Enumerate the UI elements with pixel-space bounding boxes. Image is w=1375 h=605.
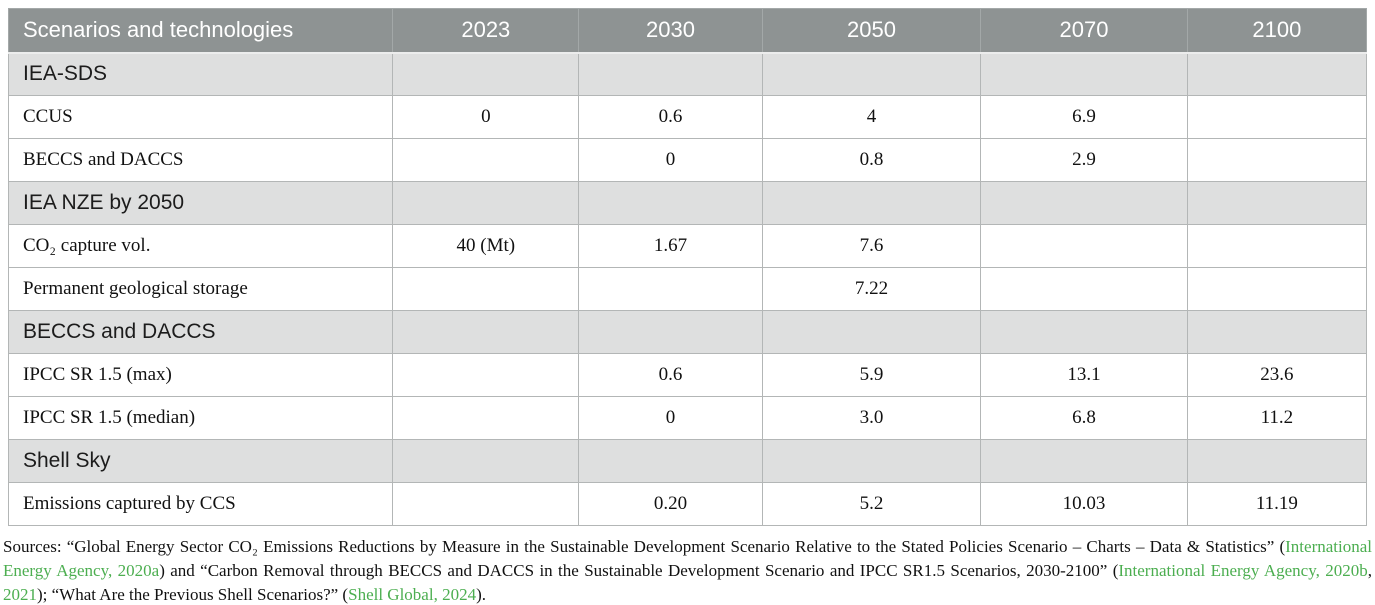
- footer-text: Sources: “Global Energy Sector CO₂ Emiss…: [3, 537, 1286, 556]
- value-cell: [578, 267, 763, 311]
- value-cell: 11.2: [1186, 396, 1368, 440]
- footer-text: ,: [1367, 561, 1372, 580]
- value-cell: 11.19: [1186, 482, 1368, 526]
- row-label: IPCC SR 1.5 (max): [7, 353, 394, 397]
- value-cell: 13.1: [980, 353, 1188, 397]
- value-cell: 0.8: [761, 138, 982, 182]
- value-cell: [1186, 181, 1368, 225]
- row-label: CO₂ capture vol.: [7, 224, 394, 268]
- row-label: BECCS and DACCS: [7, 138, 394, 182]
- value-cell: 7.22: [761, 267, 982, 311]
- value-cell: [578, 52, 763, 96]
- citation-link[interactable]: International Energy Agency, 2020b: [1118, 561, 1368, 580]
- header-year-2030: 2030: [578, 8, 763, 54]
- data-row: IPCC SR 1.5 (max) 0.6 5.9 13.1 23.6: [7, 353, 1368, 397]
- row-label: CCUS: [7, 95, 394, 139]
- header-year-2050: 2050: [761, 8, 982, 54]
- value-cell: 5.2: [761, 482, 982, 526]
- section-label: IEA NZE by 2050: [7, 181, 394, 225]
- sources-paragraph: Sources: “Global Energy Sector CO₂ Emiss…: [3, 535, 1372, 605]
- value-cell: [980, 310, 1188, 354]
- value-cell: [578, 181, 763, 225]
- row-label: IPCC SR 1.5 (median): [7, 396, 394, 440]
- value-cell: [392, 353, 580, 397]
- value-cell: [392, 439, 580, 483]
- value-cell: 6.8: [980, 396, 1188, 440]
- value-cell: 3.0: [761, 396, 982, 440]
- header-scenarios-label: Scenarios and technologies: [7, 8, 394, 54]
- section-row: IEA-SDS: [7, 52, 1368, 96]
- value-cell: [1186, 52, 1368, 96]
- section-label: IEA-SDS: [7, 52, 394, 96]
- footer-text: ).: [476, 585, 486, 604]
- header-row: Scenarios and technologies 2023 2030 2050 2…: [7, 8, 1368, 54]
- value-cell: 0: [578, 138, 763, 182]
- value-cell: [761, 439, 982, 483]
- value-cell: 0: [578, 396, 763, 440]
- footer-text: ); “What Are the Previous Shell Scenario…: [37, 585, 349, 604]
- value-cell: 7.6: [761, 224, 982, 268]
- data-row: CO₂ capture vol. 40 (Mt) 1.67 7.6: [7, 224, 1368, 268]
- value-cell: [392, 181, 580, 225]
- value-cell: [392, 138, 580, 182]
- value-cell: 4: [761, 95, 982, 139]
- scenarios-technologies-table: Scenarios and technologies 2023 2030 2050 2…: [7, 8, 1368, 526]
- value-cell: 5.9: [761, 353, 982, 397]
- section-label: BECCS and DACCS: [7, 310, 394, 354]
- citation-link[interactable]: International Energy Agency, 2020a: [3, 537, 1372, 580]
- section-label: Shell Sky: [7, 439, 394, 483]
- data-row: BECCS and DACCS 0 0.8 2.9: [7, 138, 1368, 182]
- footer-text: ) and “Carbon Removal through BECCS and …: [159, 561, 1119, 580]
- value-cell: 0.6: [578, 95, 763, 139]
- value-cell: [1186, 310, 1368, 354]
- citation-link[interactable]: Shell Global, 2024: [348, 585, 477, 604]
- value-cell: [392, 396, 580, 440]
- value-cell: [1186, 95, 1368, 139]
- value-cell: [1186, 224, 1368, 268]
- row-label: Emissions captured by CCS: [7, 482, 394, 526]
- row-label: Permanent geological storage: [7, 267, 394, 311]
- value-cell: 40 (Mt): [392, 224, 580, 268]
- value-cell: [761, 310, 982, 354]
- value-cell: [980, 224, 1188, 268]
- header-year-2070: 2070: [980, 8, 1188, 54]
- section-row: IEA NZE by 2050: [7, 181, 1368, 225]
- header-year-2100: 2100: [1186, 8, 1368, 54]
- value-cell: 2.9: [980, 138, 1188, 182]
- value-cell: [980, 181, 1188, 225]
- value-cell: 1.67: [578, 224, 763, 268]
- value-cell: [392, 267, 580, 311]
- value-cell: [578, 439, 763, 483]
- section-row: BECCS and DACCS: [7, 310, 1368, 354]
- value-cell: 23.6: [1186, 353, 1368, 397]
- citation-link[interactable]: 2021: [3, 585, 37, 604]
- value-cell: 0.6: [578, 353, 763, 397]
- data-row: Emissions captured by CCS 0.20 5.2 10.03 11.…: [7, 482, 1368, 526]
- value-cell: [761, 52, 982, 96]
- value-cell: [392, 52, 580, 96]
- data-row: CCUS 0 0.6 4 6.9: [7, 95, 1368, 139]
- value-cell: [1186, 439, 1368, 483]
- value-cell: [1186, 267, 1368, 311]
- value-cell: [392, 310, 580, 354]
- value-cell: 0.20: [578, 482, 763, 526]
- table-container: Scenarios and technologies 2023 2030 2050 2…: [7, 8, 1368, 526]
- value-cell: [980, 52, 1188, 96]
- value-cell: [392, 482, 580, 526]
- value-cell: [980, 439, 1188, 483]
- value-cell: 6.9: [980, 95, 1188, 139]
- header-year-2023: 2023: [392, 8, 580, 54]
- value-cell: 0: [392, 95, 580, 139]
- value-cell: [761, 181, 982, 225]
- value-cell: [1186, 138, 1368, 182]
- value-cell: [980, 267, 1188, 311]
- table-body: IEA-SDS CCUS 0 0.6 4 6.9 BECCS and DACCS 0 0.8 2.…: [7, 52, 1368, 526]
- section-row: Shell Sky: [7, 439, 1368, 483]
- value-cell: 10.03: [980, 482, 1188, 526]
- value-cell: [578, 310, 763, 354]
- data-row: Permanent geological storage 7.22: [7, 267, 1368, 311]
- data-row: IPCC SR 1.5 (median) 0 3.0 6.8 11.2: [7, 396, 1368, 440]
